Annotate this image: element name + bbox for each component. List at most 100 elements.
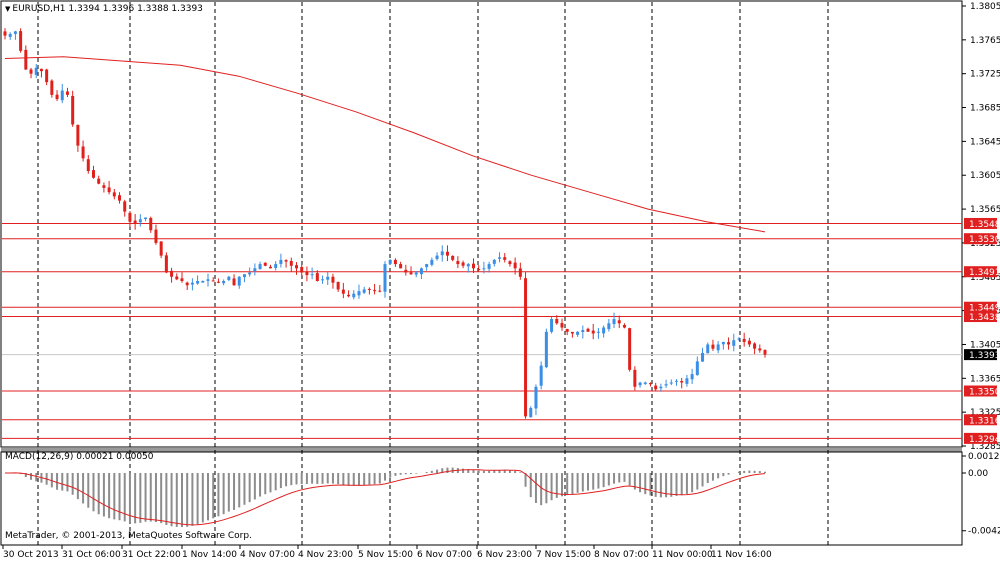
candle — [321, 275, 325, 284]
candle — [409, 266, 413, 275]
candle — [170, 267, 174, 283]
candle — [185, 281, 189, 291]
candle — [8, 32, 12, 40]
price-axis[interactable]: 1.3805 1.3765 1.3725 1.3685 1.3645 1.3605 1.35… — [962, 2, 1000, 452]
candle — [607, 319, 611, 332]
macd-signal-line — [5, 469, 766, 526]
price-tick-label: 1.3645 — [970, 137, 1000, 147]
candle — [284, 259, 288, 268]
level-price-label: 1.3350 — [969, 388, 1000, 398]
candle — [393, 258, 397, 267]
candlesticks — [3, 28, 767, 419]
moving-average-path — [4, 56, 766, 233]
collapse-triangle-icon[interactable]: ▼ — [5, 5, 11, 13]
level-price-label: 1.3491 — [969, 268, 1000, 278]
price-tick-label: 1.3765 — [970, 36, 1000, 46]
time-tick-label: 6 Nov 23:00 — [477, 550, 532, 560]
candle — [315, 270, 319, 282]
candle — [144, 217, 148, 222]
candle — [50, 79, 54, 98]
symbol-line: EURUSD,H1 1.3394 1.3396 1.3388 1.3393 — [12, 4, 203, 14]
candle — [55, 90, 59, 101]
candle — [617, 315, 621, 329]
price-tick-label: 1.3405 — [970, 340, 1000, 350]
level-price-label: 1.3548 — [969, 220, 1000, 230]
candle — [71, 90, 75, 127]
candle — [154, 224, 158, 245]
candle — [263, 262, 267, 267]
candle — [482, 261, 486, 274]
price-tick-label: 1.3725 — [970, 70, 1000, 80]
candle — [39, 68, 43, 78]
level-price-tag — [964, 233, 997, 245]
candle — [45, 68, 49, 86]
candle — [758, 344, 762, 353]
candle — [331, 273, 335, 289]
macd-tick-label: 0.00126 — [968, 452, 1000, 462]
candle — [279, 253, 283, 268]
candle — [695, 356, 699, 376]
candle — [503, 253, 507, 263]
candle — [706, 342, 710, 354]
time-tick-label: 4 Nov 23:00 — [298, 550, 353, 560]
price-tick-label: 1.3485 — [970, 273, 1000, 283]
copyright-text: MetaTrader, © 2001-2013, MetaQuotes Soft… — [5, 531, 252, 541]
candle — [675, 379, 679, 386]
candle — [227, 275, 231, 282]
candle — [128, 211, 132, 227]
candle — [347, 290, 351, 298]
candle — [362, 286, 366, 294]
level-price-label: 1.3294 — [969, 435, 1000, 445]
level-price-label: 1.3449 — [969, 304, 1000, 314]
level-price-tag — [964, 432, 997, 444]
candle — [602, 325, 606, 338]
candle — [591, 323, 595, 340]
candle — [367, 287, 371, 295]
candle — [711, 339, 715, 351]
time-tick-label: 5 Nov 15:00 — [358, 550, 413, 560]
candle — [654, 382, 658, 392]
level-price-tag — [964, 301, 997, 313]
candle — [648, 382, 652, 387]
time-axis[interactable]: 30 Oct 2013 31 Oct 06:00 31 Oct 22:00 1 Nov… — [2, 545, 772, 560]
candle — [118, 192, 122, 204]
candle — [76, 124, 80, 152]
candle — [216, 278, 220, 284]
candle — [680, 377, 684, 389]
candle — [164, 252, 168, 274]
price-tick-label: 1.3605 — [970, 171, 1000, 181]
candle — [586, 327, 590, 332]
candle — [633, 366, 637, 391]
candle — [753, 342, 757, 355]
candle — [232, 274, 236, 286]
separator-bar[interactable] — [1, 448, 962, 452]
candle — [498, 252, 502, 263]
candle — [716, 341, 720, 354]
candle — [196, 275, 200, 285]
candle — [628, 327, 632, 372]
level-price-tag — [964, 414, 997, 426]
candle — [112, 189, 116, 200]
current-price-label: 1.3393 — [969, 351, 1000, 361]
candle — [274, 261, 278, 271]
candle — [456, 256, 460, 269]
candle — [242, 274, 246, 283]
candle — [477, 265, 481, 271]
level-price-tag — [964, 311, 997, 323]
time-tick-label: 7 Nov 15:00 — [536, 550, 591, 560]
candle — [690, 368, 694, 384]
candle — [341, 282, 345, 299]
candle — [430, 257, 434, 267]
candle — [97, 175, 101, 185]
candle — [159, 241, 163, 259]
candle — [596, 327, 600, 339]
candle — [258, 261, 262, 270]
candle — [86, 155, 90, 174]
candle — [373, 283, 377, 295]
candle — [34, 63, 38, 79]
candle — [24, 45, 28, 70]
time-tick-label: 30 Oct 2013 — [3, 550, 59, 560]
candle — [560, 318, 564, 331]
candle — [445, 245, 449, 262]
